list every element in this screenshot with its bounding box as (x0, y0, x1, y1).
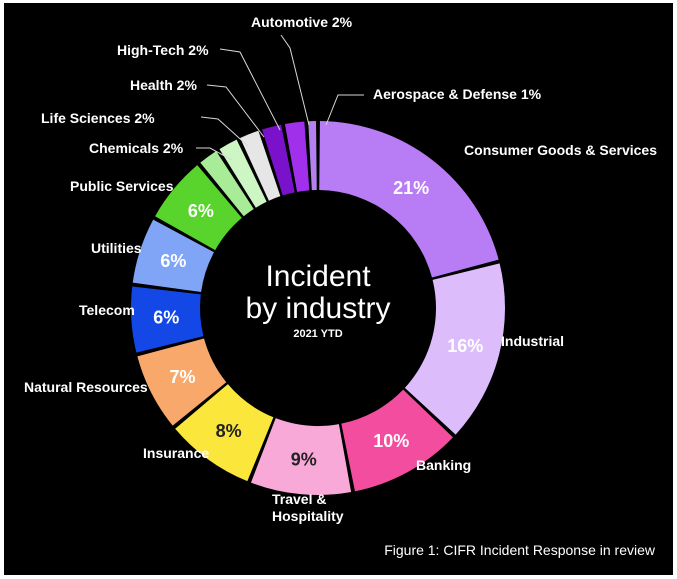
slice-value-label-3: 9% (291, 449, 317, 469)
leader-line-13 (280, 34, 310, 126)
category-label-0: Consumer Goods & Services (464, 142, 657, 158)
slice-7 (132, 219, 215, 292)
percent-labels: 21% 16% 10% 9% 8% 7% 6% 6% 6% (153, 178, 483, 469)
slice-2 (341, 389, 453, 492)
slice-value-label-2: 10% (373, 431, 409, 451)
leader-line-9 (196, 147, 233, 161)
category-label-4: Insurance (143, 445, 209, 461)
slice-value-label-4: 8% (216, 421, 242, 441)
category-label-13: Automotive 2% (251, 14, 353, 30)
slice-8 (155, 165, 242, 251)
slice-10 (219, 139, 267, 208)
slice-14 (308, 121, 317, 191)
slice-1 (404, 263, 505, 435)
category-label-5: Natural Resources (24, 379, 148, 395)
category-label-10: Life Sciences 2% (41, 110, 155, 126)
slice-value-label-6: 6% (153, 308, 179, 328)
category-label-2: Banking (416, 457, 471, 473)
center-title-line-2: by industry (245, 292, 390, 325)
slice-value-label-5: 7% (170, 367, 196, 387)
figure-caption: Figure 1: CIFR Incident Response in revi… (384, 542, 656, 558)
donut-chart: 21% 16% 10% 9% 8% 7% 6% 6% 6% Consumer Goods & S… (24, 14, 657, 558)
category-label-1: Industrial (501, 333, 564, 349)
slice-4 (175, 384, 274, 482)
slice-12 (262, 124, 295, 196)
category-label-6: Telecom (79, 302, 135, 318)
category-labels: Consumer Goods & Services Industrial Banki… (24, 14, 657, 524)
slice-13 (284, 121, 310, 192)
leader-line-12 (219, 48, 281, 131)
slice-5 (137, 338, 227, 426)
leader-line-11 (206, 84, 265, 138)
center-title-line-1: Incident (265, 260, 371, 293)
slice-value-label-8: 6% (188, 201, 214, 221)
category-label-7: Utilities (91, 240, 142, 256)
category-label-14: Aerospace & Defense 1% (373, 86, 542, 102)
leader-line-14 (325, 94, 364, 126)
slice-11 (240, 130, 281, 201)
donut-slices (131, 121, 505, 495)
slice-value-label-0: 21% (393, 178, 429, 198)
slice-0 (319, 121, 499, 278)
category-label-8: Public Services (70, 178, 174, 194)
leader-lines (196, 34, 364, 161)
slice-6 (131, 286, 204, 353)
category-label-12: High-Tech 2% (117, 42, 209, 58)
category-label-11: Health 2% (130, 77, 197, 93)
leader-line-10 (200, 116, 249, 147)
center-subtitle: 2021 YTD (293, 328, 342, 340)
category-label-3: Travel & Hospitality (272, 491, 344, 524)
slice-3 (250, 418, 352, 495)
slice-9 (200, 151, 254, 217)
slice-value-label-1: 16% (447, 336, 483, 356)
category-label-9: Chemicals 2% (89, 140, 184, 156)
slice-value-label-7: 6% (160, 251, 186, 271)
chart-frame: 21% 16% 10% 9% 8% 7% 6% 6% 6% Consumer Goods & S… (4, 3, 673, 575)
